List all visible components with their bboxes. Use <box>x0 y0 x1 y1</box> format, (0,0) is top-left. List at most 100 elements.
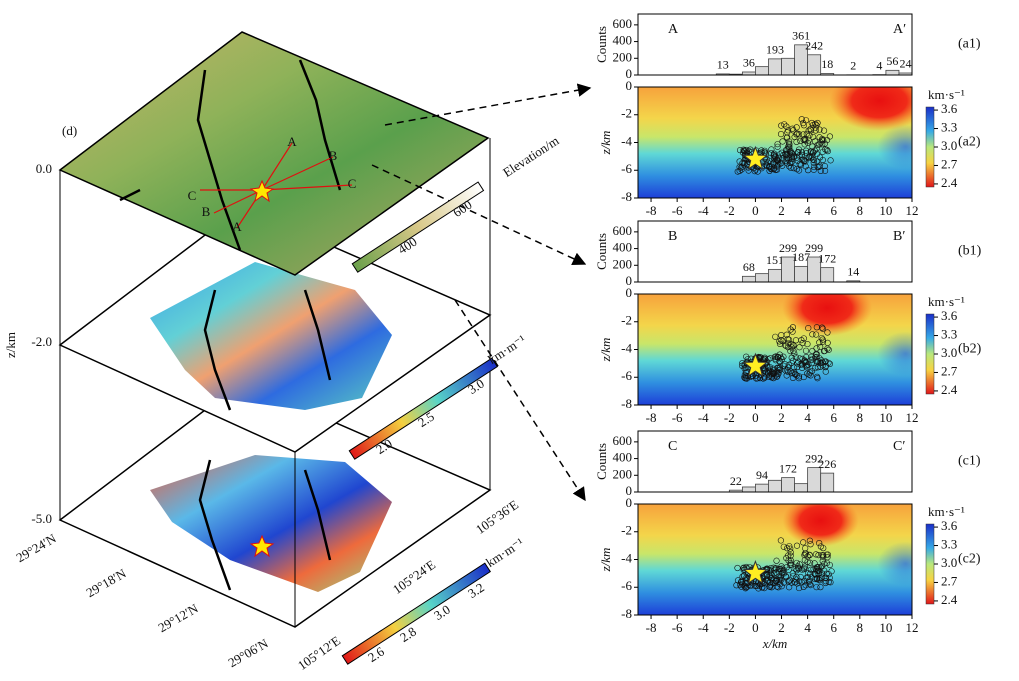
value-label: 361 <box>792 29 810 43</box>
event <box>805 371 813 378</box>
lat-tick: 29°06′N <box>225 635 271 670</box>
x-tick-label: -8 <box>646 410 657 425</box>
event <box>821 167 829 174</box>
value-label: 299 <box>779 241 797 255</box>
velocity-unit: km·m⁻¹ <box>485 332 528 367</box>
event <box>788 341 795 348</box>
event <box>790 127 797 134</box>
section-field <box>638 294 912 405</box>
y-label: z/km <box>598 338 613 363</box>
profile-end: C <box>188 188 197 203</box>
colorbar <box>925 523 935 605</box>
event <box>822 146 829 153</box>
y-tick-label: 400 <box>613 33 633 48</box>
plot-frame <box>637 13 913 76</box>
colorbar-tick: 2.7 <box>941 573 958 588</box>
value-label: 151 <box>766 253 784 267</box>
event <box>795 167 803 174</box>
event <box>773 583 780 590</box>
x-tick-label: 0 <box>752 410 759 425</box>
event <box>745 147 752 154</box>
event <box>817 343 824 351</box>
x-tick-label: 4 <box>804 620 811 635</box>
event <box>776 338 783 345</box>
event <box>815 551 822 559</box>
profile-end: A <box>232 219 242 234</box>
x-tick-label: -8 <box>646 203 657 218</box>
event <box>772 333 779 340</box>
event <box>763 156 770 163</box>
low-velocity <box>829 87 912 131</box>
x-tick-label: -6 <box>672 620 683 635</box>
y-tick-label: -6 <box>621 368 632 383</box>
event <box>787 545 794 552</box>
event <box>784 367 791 374</box>
event <box>774 143 781 150</box>
event <box>813 576 821 583</box>
x-tick-label: 6 <box>830 620 837 635</box>
event <box>767 355 774 362</box>
event <box>819 553 826 560</box>
event <box>744 372 752 380</box>
z-tick: -5.0 <box>31 511 52 526</box>
x-tick-label: 10 <box>879 620 892 635</box>
event <box>792 354 800 361</box>
event <box>813 145 820 152</box>
velocity-tick: 3.2 <box>465 580 487 601</box>
event <box>804 370 811 377</box>
mainshock-star <box>742 559 769 585</box>
event <box>747 146 754 153</box>
bar <box>794 265 809 283</box>
y-tick-label: 600 <box>613 16 633 31</box>
event <box>785 143 792 150</box>
event <box>768 146 775 153</box>
event <box>807 372 814 379</box>
value-label: 299 <box>805 241 823 255</box>
event <box>789 570 796 577</box>
event <box>805 324 812 332</box>
event <box>789 328 796 335</box>
colorbar-tick: 3.3 <box>941 120 957 135</box>
lon-tick: 105°12′E <box>295 633 343 673</box>
x-tick-label: 0 <box>752 620 759 635</box>
y-tick-label: 0 <box>626 78 633 93</box>
bar <box>755 66 769 76</box>
colorbar-label: km·s⁻¹ <box>928 87 965 102</box>
event <box>776 364 784 371</box>
event <box>826 561 833 569</box>
lat-tick: 29°18′N <box>83 565 129 600</box>
event <box>784 364 792 371</box>
event <box>802 158 809 165</box>
event <box>788 159 795 166</box>
event <box>809 121 817 129</box>
event <box>768 371 775 378</box>
event <box>793 124 800 131</box>
event <box>760 375 767 382</box>
event <box>822 574 829 581</box>
event <box>791 133 798 141</box>
colorbar-tick: 2.4 <box>941 175 958 190</box>
event <box>807 581 814 589</box>
event <box>818 334 825 342</box>
x-tick-label: -2 <box>724 203 735 218</box>
profile-end: A <box>287 134 297 149</box>
event <box>824 339 831 347</box>
event <box>819 325 826 332</box>
event <box>775 354 782 361</box>
value-label: 187 <box>792 250 810 264</box>
profile-start: A <box>668 22 679 37</box>
x-tick-label: -4 <box>698 410 709 425</box>
event <box>797 161 805 168</box>
lon-tick: 105°36′E <box>473 497 521 537</box>
event <box>807 541 814 548</box>
event <box>816 154 824 161</box>
event <box>772 372 779 379</box>
section-field <box>638 504 912 615</box>
profile-end: C′ <box>893 439 905 454</box>
panel-label: (c1) <box>958 454 981 469</box>
event <box>804 167 812 174</box>
y-label: Counts <box>594 443 609 480</box>
value-label: 36 <box>743 56 755 70</box>
colorbar-tick: 2.7 <box>941 156 958 171</box>
